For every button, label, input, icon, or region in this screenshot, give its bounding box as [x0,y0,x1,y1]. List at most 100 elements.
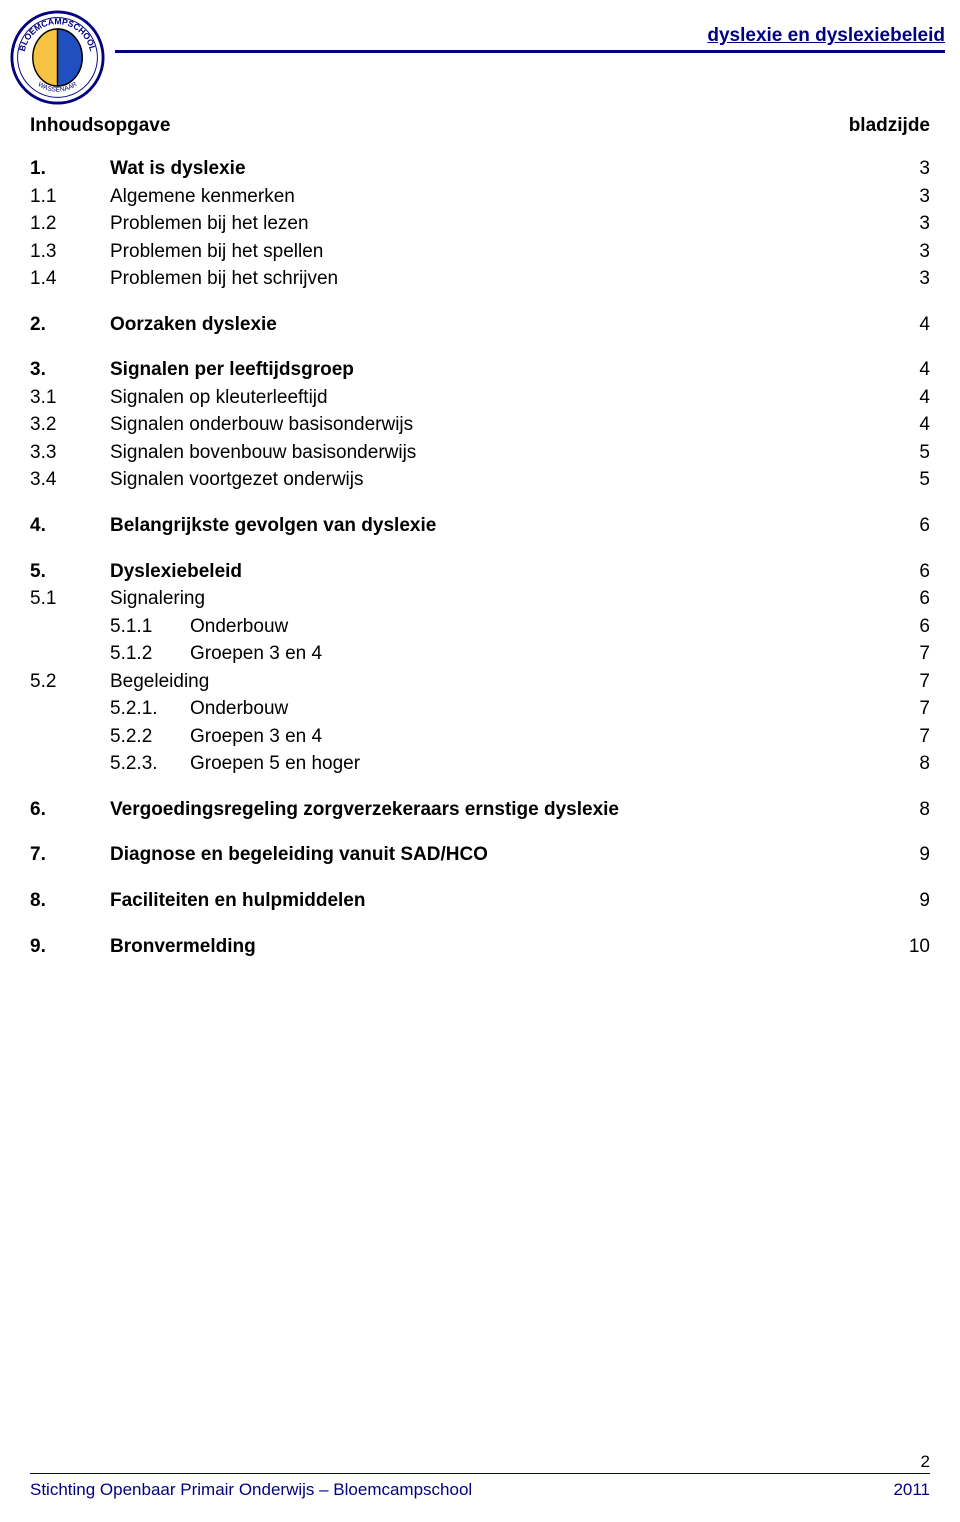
toc-page: 7 [880,668,930,696]
toc-page: 3 [880,155,930,183]
toc-number: 2. [30,311,110,339]
toc-number: 5.1 [30,585,110,613]
toc-number: 3.1 [30,384,110,412]
toc-heading-right: bladzijde [849,115,930,137]
toc-body: 1.Wat is dyslexie31.1Algemene kenmerken3… [30,155,930,960]
toc-row: 5.2.3.Groepen 5 en hoger8 [30,750,930,778]
toc-section: 7.Diagnose en begeleiding vanuit SAD/HCO… [30,841,930,869]
toc-row: 7.Diagnose en begeleiding vanuit SAD/HCO… [30,841,930,869]
toc-content: Inhoudsopgave bladzijde 1.Wat is dyslexi… [30,115,930,978]
toc-row: 5.2.1.Onderbouw7 [30,695,930,723]
toc-number: 5.1.2 [30,640,190,668]
toc-page: 3 [880,210,930,238]
toc-row: 4.Belangrijkste gevolgen van dyslexie6 [30,512,930,540]
toc-page: 4 [880,411,930,439]
toc-row: 1.3Problemen bij het spellen3 [30,238,930,266]
toc-row: 3.1Signalen op kleuterleeftijd4 [30,384,930,412]
header-title: dyslexie en dyslexiebeleid [707,25,945,47]
toc-row: 8.Faciliteiten en hulpmiddelen9 [30,887,930,915]
toc-title: Algemene kenmerken [110,183,880,211]
toc-number: 1.2 [30,210,110,238]
toc-number: 5. [30,558,110,586]
toc-number: 5.2.2 [30,723,190,751]
toc-page: 7 [880,640,930,668]
toc-title: Oorzaken dyslexie [110,311,880,339]
toc-row: 2.Oorzaken dyslexie4 [30,311,930,339]
toc-title: Belangrijkste gevolgen van dyslexie [110,512,880,540]
toc-title: Problemen bij het schrijven [110,265,880,293]
toc-page: 6 [880,558,930,586]
toc-title: Onderbouw [190,613,880,641]
toc-page: 4 [880,384,930,412]
toc-row: 5.2.2Groepen 3 en 47 [30,723,930,751]
toc-page: 3 [880,265,930,293]
footer-right: 2011 [893,1480,930,1500]
toc-page: 3 [880,238,930,266]
toc-number: 5.1.1 [30,613,190,641]
toc-title: Diagnose en begeleiding vanuit SAD/HCO [110,841,880,869]
toc-title: Onderbouw [190,695,880,723]
toc-page: 4 [880,356,930,384]
toc-page: 5 [880,439,930,467]
toc-number: 4. [30,512,110,540]
toc-heading-left: Inhoudsopgave [30,115,170,137]
toc-page: 10 [880,933,930,961]
toc-header: Inhoudsopgave bladzijde [30,115,930,137]
toc-title: Bronvermelding [110,933,880,961]
toc-title: Groepen 3 en 4 [190,723,880,751]
toc-number: 3.4 [30,466,110,494]
toc-number: 1.3 [30,238,110,266]
toc-title: Signalen voortgezet onderwijs [110,466,880,494]
toc-page: 7 [880,723,930,751]
toc-row: 1.1Algemene kenmerken3 [30,183,930,211]
toc-row: 1.Wat is dyslexie3 [30,155,930,183]
toc-row: 5.Dyslexiebeleid6 [30,558,930,586]
toc-title: Wat is dyslexie [110,155,880,183]
toc-row: 5.1Signalering6 [30,585,930,613]
footer-left: Stichting Openbaar Primair Onderwijs – B… [30,1480,472,1500]
toc-title: Begeleiding [110,668,880,696]
toc-title: Signalen op kleuterleeftijd [110,384,880,412]
toc-section: 9.Bronvermelding10 [30,933,930,961]
toc-page: 6 [880,585,930,613]
toc-title: Signalen per leeftijdsgroep [110,356,880,384]
toc-number: 9. [30,933,110,961]
toc-section: 6.Vergoedingsregeling zorgverzekeraars e… [30,796,930,824]
toc-title: Groepen 5 en hoger [190,750,880,778]
toc-title: Signalering [110,585,880,613]
toc-number: 7. [30,841,110,869]
toc-number: 1.1 [30,183,110,211]
toc-page: 8 [880,796,930,824]
toc-title: Signalen onderbouw basisonderwijs [110,411,880,439]
toc-page: 9 [880,841,930,869]
toc-number: 1.4 [30,265,110,293]
toc-page: 8 [880,750,930,778]
toc-row: 5.2Begeleiding7 [30,668,930,696]
toc-row: 1.4Problemen bij het schrijven3 [30,265,930,293]
toc-section: 5.Dyslexiebeleid65.1Signalering65.1.1Ond… [30,558,930,778]
toc-page: 7 [880,695,930,723]
toc-section: 1.Wat is dyslexie31.1Algemene kenmerken3… [30,155,930,293]
toc-number: 3. [30,356,110,384]
toc-row: 3.Signalen per leeftijdsgroep4 [30,356,930,384]
toc-title: Vergoedingsregeling zorgverzekeraars ern… [110,796,880,824]
footer-rule [30,1473,930,1474]
toc-row: 3.3Signalen bovenbouw basisonderwijs5 [30,439,930,467]
toc-number: 5.2.1. [30,695,190,723]
toc-title: Groepen 3 en 4 [190,640,880,668]
toc-number: 5.2 [30,668,110,696]
toc-row: 3.4Signalen voortgezet onderwijs5 [30,466,930,494]
toc-page: 3 [880,183,930,211]
toc-number: 5.2.3. [30,750,190,778]
toc-row: 6.Vergoedingsregeling zorgverzekeraars e… [30,796,930,824]
toc-section: 3.Signalen per leeftijdsgroep43.1Signale… [30,356,930,494]
toc-number: 6. [30,796,110,824]
toc-page: 5 [880,466,930,494]
toc-row: 3.2Signalen onderbouw basisonderwijs4 [30,411,930,439]
toc-number: 8. [30,887,110,915]
toc-row: 5.1.2Groepen 3 en 47 [30,640,930,668]
toc-title: Faciliteiten en hulpmiddelen [110,887,880,915]
header-rule [115,50,945,53]
toc-section: 4.Belangrijkste gevolgen van dyslexie6 [30,512,930,540]
toc-page: 6 [880,613,930,641]
